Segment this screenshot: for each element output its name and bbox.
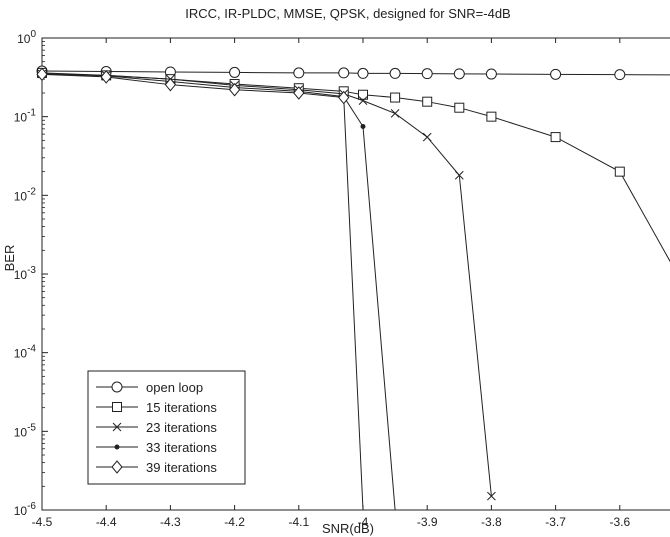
data-point <box>485 68 497 80</box>
data-point <box>358 89 368 100</box>
y-tick-label: 10-1 <box>14 108 37 125</box>
data-point <box>293 86 305 100</box>
x-tick-label: -4.4 <box>96 515 117 529</box>
series-open-loop <box>36 65 670 81</box>
legend-marker <box>114 444 120 450</box>
x-tick-label: -3.8 <box>481 515 502 529</box>
legend-item: 15 iterations <box>96 400 217 415</box>
data-point <box>421 68 433 80</box>
y-tick-label: 10-3 <box>14 265 37 282</box>
legend-label: 33 iterations <box>146 440 217 455</box>
data-point <box>550 68 562 80</box>
legend-label: 15 iterations <box>146 400 217 415</box>
legend-items: open loop 15 iterations 23 iterations 33 it… <box>96 380 217 475</box>
data-point <box>338 90 350 105</box>
x-tick-label: -4.1 <box>288 515 309 529</box>
legend-item: 23 iterations <box>96 420 217 435</box>
x-tick-label: -3.9 <box>417 515 438 529</box>
x-axis-label: SNR(dB) <box>322 521 374 536</box>
data-point <box>454 170 464 180</box>
data-point <box>453 68 465 80</box>
x-tick-label: -4.2 <box>224 515 245 529</box>
plot-area: -4.5-4.4-4.3-4.2-4.1-4-3.9-3.8-3.7-3.6-3… <box>14 29 670 529</box>
legend-item: open loop <box>96 380 203 395</box>
data-point <box>486 111 497 122</box>
x-tick-label: -4.3 <box>160 515 181 529</box>
data-point <box>229 66 241 78</box>
data-point <box>614 166 625 177</box>
data-point <box>487 491 496 501</box>
y-tick-label: 100 <box>17 29 36 46</box>
series-line <box>41 73 396 511</box>
x-tick-label: -3.7 <box>545 515 566 529</box>
data-point <box>338 67 350 79</box>
y-tick-label: 10-5 <box>14 422 37 439</box>
legend-label: open loop <box>146 380 203 395</box>
legend-item: 39 iterations <box>96 460 217 475</box>
series-line <box>41 70 670 76</box>
data-point <box>358 96 368 105</box>
data-point <box>164 77 177 92</box>
ticks-layer: -4.5-4.4-4.3-4.2-4.1-4-3.9-3.8-3.7-3.6-3… <box>14 29 631 529</box>
y-tick-label: 10-4 <box>14 344 37 361</box>
y-axis-label: BER <box>2 245 17 272</box>
data-point <box>614 69 626 81</box>
legend-item: 33 iterations <box>96 440 217 455</box>
data-point <box>293 67 305 79</box>
y-tick-label: 10-6 <box>14 501 37 518</box>
series-39-iterations <box>36 67 364 511</box>
data-point <box>100 70 112 84</box>
data-point <box>390 109 400 118</box>
data-point <box>454 102 465 113</box>
data-point <box>228 82 241 97</box>
x-tick-label: -4 <box>358 515 369 529</box>
series-layer <box>36 65 670 511</box>
legend-marker <box>112 422 122 432</box>
data-point <box>357 67 369 79</box>
data-point <box>422 132 432 142</box>
x-tick-label: -3.6 <box>609 515 630 529</box>
legend-marker <box>111 381 123 393</box>
legend-marker <box>111 460 123 474</box>
legend-label: 39 iterations <box>146 460 217 475</box>
y-tick-label: 10-2 <box>14 186 37 203</box>
chart-title: IRCC, IR-PLDC, MMSE, QPSK, designed for … <box>185 6 510 21</box>
legend: open loop 15 iterations 23 iterations 33 it… <box>87 370 246 485</box>
data-point <box>389 67 401 79</box>
legend-marker <box>112 402 122 412</box>
data-point <box>36 67 48 82</box>
x-tick-label: -4.5 <box>32 515 53 529</box>
data-point <box>390 92 401 103</box>
data-point <box>550 132 561 143</box>
data-point <box>422 96 433 107</box>
data-point <box>360 123 366 129</box>
legend-label: 23 iterations <box>146 420 217 435</box>
